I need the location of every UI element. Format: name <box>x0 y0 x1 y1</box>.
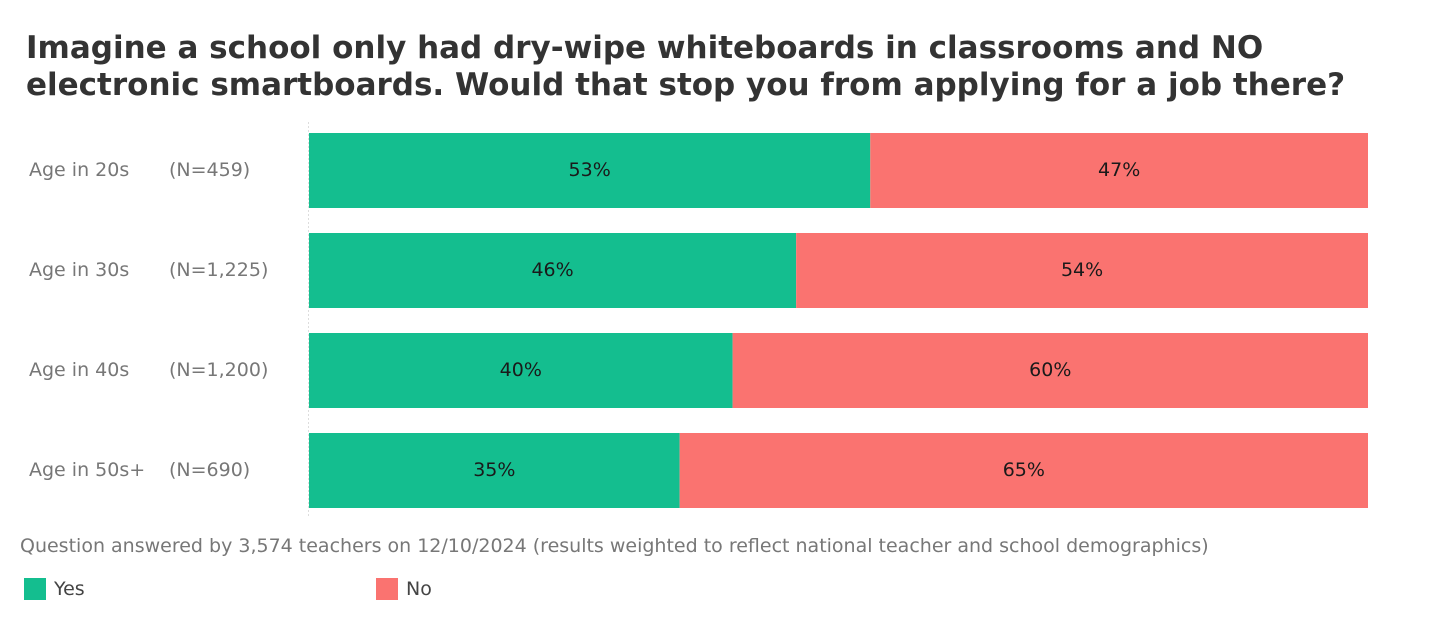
data-label-yes: 40% <box>500 359 542 381</box>
chart-title: Imagine a school only had dry-wipe white… <box>26 30 1346 103</box>
legend-swatch-no <box>376 578 398 600</box>
bar-segment-yes <box>309 433 680 508</box>
legend-label-no: No <box>406 578 432 600</box>
data-label-yes: 35% <box>473 459 515 481</box>
data-label-yes: 46% <box>531 259 573 281</box>
category-label: Age in 40s <box>29 359 129 381</box>
legend-swatch-yes <box>24 578 46 600</box>
bar-segment-yes <box>309 233 797 308</box>
category-label: Age in 20s <box>29 159 129 181</box>
legend-item-no: No <box>376 577 432 601</box>
bar-segment-no <box>870 133 1368 208</box>
data-label-no: 65% <box>1003 459 1045 481</box>
sample-size-label: (N=459) <box>169 159 250 181</box>
data-label-no: 47% <box>1098 159 1140 181</box>
data-label-yes: 53% <box>569 159 611 181</box>
bar-segment-no <box>796 233 1368 308</box>
bar-segment-yes <box>309 133 871 208</box>
bar-segment-no <box>732 333 1368 408</box>
sample-size-label: (N=1,225) <box>169 259 268 281</box>
data-label-no: 60% <box>1029 359 1071 381</box>
legend-label-yes: Yes <box>54 578 85 600</box>
legend-item-yes: Yes <box>24 577 85 601</box>
data-label-no: 54% <box>1061 259 1103 281</box>
sample-size-label: (N=690) <box>169 459 250 481</box>
sample-size-label: (N=1,200) <box>169 359 268 381</box>
stacked-bar-chart: Age in 20s (N=459) 53% 47% Age in 30s (N=1,22… <box>29 122 1368 518</box>
bar-segment-no <box>679 433 1368 508</box>
category-label: Age in 50s+ <box>29 459 145 481</box>
category-label: Age in 30s <box>29 259 129 281</box>
bar-segment-yes <box>309 333 733 408</box>
footnote: Question answered by 3,574 teachers on 1… <box>20 535 1209 557</box>
